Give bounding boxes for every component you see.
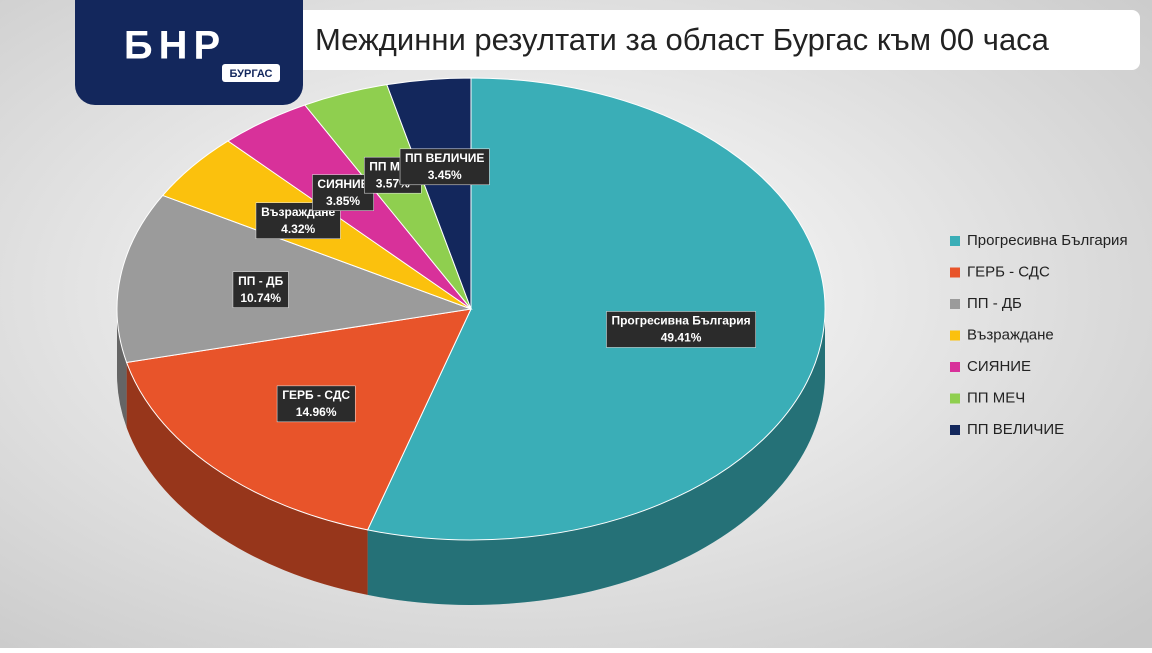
logo-text: БНР (124, 24, 226, 68)
legend-label: ГЕРБ - СДС (967, 263, 1050, 280)
slice-side-shade (367, 309, 825, 605)
label-name: СИЯНИЕ (317, 177, 368, 191)
legend-swatch (950, 330, 960, 341)
legend-swatch (950, 267, 960, 278)
slice-side-shade (126, 362, 368, 595)
label-value: 10.74% (240, 291, 281, 305)
data-labels: Прогресивна България 49.41% ГЕРБ - СДС 14.9… (232, 148, 756, 423)
chart-title: Междинни резултати за област Бургас към … (315, 22, 1050, 57)
legend-swatch (950, 425, 960, 435)
slice (366, 77, 826, 541)
legend-label: ПП ВЕЛИЧИЕ (967, 421, 1064, 438)
legend-label: Прогресивна България (967, 232, 1128, 249)
label-box (399, 148, 490, 186)
logo-tag (222, 64, 280, 82)
legend-label: Възраждане (967, 326, 1054, 343)
data-label: Прогресивна България 49.41% (606, 311, 756, 348)
legend-swatch (950, 362, 960, 372)
legend: Прогресивна България ГЕРБ - СДС ПП - ДБ Въз… (950, 232, 1128, 438)
data-label: СИЯНИЕ 3.85% (312, 174, 374, 211)
label-box (312, 174, 374, 211)
label-name: ПП ВЕЛИЧИЕ (405, 151, 484, 165)
slice (386, 77, 472, 310)
legend-label: ПП МЕЧ (967, 389, 1025, 406)
legend-swatch (950, 236, 960, 246)
logo-subtitle: БУРГАС (230, 68, 273, 80)
label-value: 4.32% (281, 222, 315, 236)
label-value: 3.45% (428, 168, 462, 182)
slice (116, 194, 473, 363)
pie-tops (116, 77, 826, 541)
data-label: ПП ВЕЛИЧИЕ 3.45% (399, 148, 490, 186)
label-name: Прогресивна България (611, 314, 750, 328)
data-label: ГЕРБ - СДС 14.96% (276, 385, 356, 423)
label-box (232, 271, 289, 308)
legend-swatch (950, 299, 960, 309)
label-value: 14.96% (296, 405, 337, 419)
label-name: ГЕРБ - СДС (282, 388, 350, 402)
data-label: ПП - ДБ 10.74% (232, 271, 289, 308)
slice-side (367, 309, 825, 605)
label-name: ПП - ДБ (238, 274, 283, 288)
title-bar (280, 10, 1140, 70)
label-box (606, 311, 756, 348)
slice-side (126, 362, 368, 595)
legend-label: ПП - ДБ (967, 295, 1022, 312)
label-box (276, 385, 356, 423)
label-value: 49.41% (661, 331, 702, 345)
legend-label: СИЯНИЕ (967, 358, 1031, 375)
legend-swatch (950, 393, 960, 404)
label-value: 3.85% (326, 194, 360, 208)
